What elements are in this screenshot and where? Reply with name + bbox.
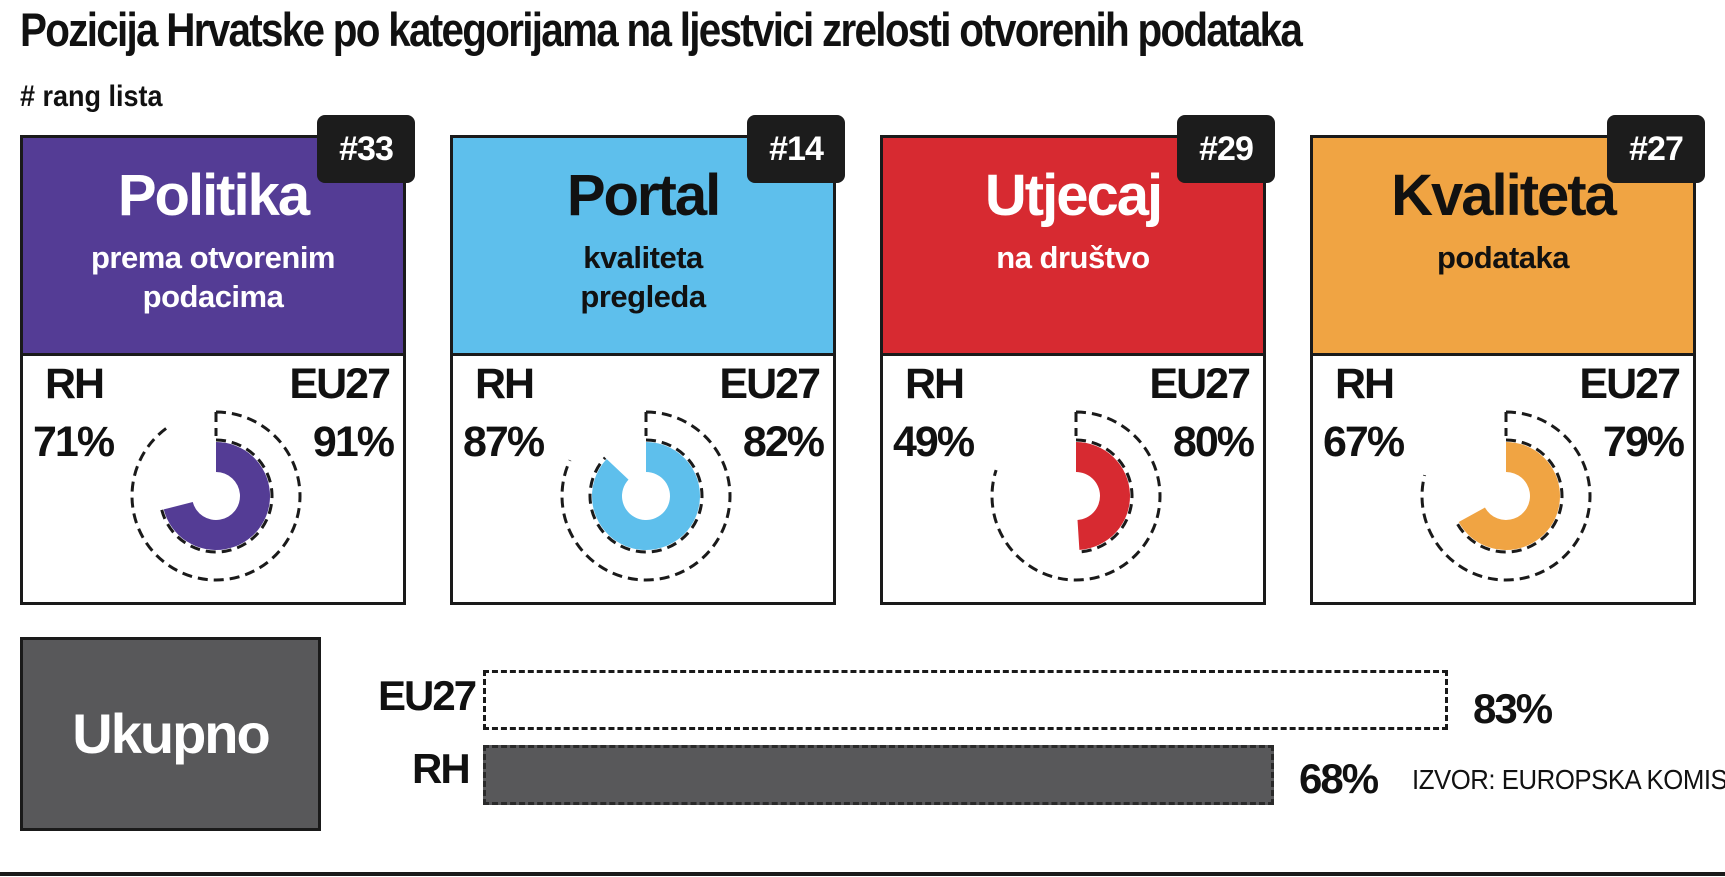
eu27-dashed-arc bbox=[1420, 410, 1592, 582]
card-utjecaj: Utjecaj na društvo #29 RH 49% EU27 80% bbox=[880, 115, 1275, 605]
rh-dashed-outline bbox=[1075, 438, 1134, 554]
bar-value-rh: 68% bbox=[1299, 755, 1379, 802]
eu27-dashed-arc bbox=[560, 410, 732, 582]
bottom-rule bbox=[0, 872, 1725, 876]
chart-title: Pozicija Hrvatske po kategorijama na lje… bbox=[20, 3, 1303, 56]
eu27-label: EU27 bbox=[289, 360, 391, 408]
category-subtitle: podataka bbox=[1313, 238, 1693, 277]
rh-label: RH bbox=[475, 360, 535, 408]
donut-chart bbox=[560, 410, 732, 582]
rh-label: RH bbox=[905, 360, 965, 408]
subtitle-line: prema otvorenim bbox=[90, 240, 336, 275]
category-subtitle: kvaliteta pregleda bbox=[453, 238, 833, 316]
source-note: IZVOR: EUROPSKA KOMISIJA bbox=[1412, 764, 1725, 795]
subtitle-line: pregleda bbox=[580, 279, 706, 314]
subtitle-line: podacima bbox=[142, 279, 284, 314]
rh-value: 87% bbox=[463, 418, 545, 466]
subtitle-line: podataka bbox=[1436, 240, 1570, 275]
card-header: Politika prema otvorenim podacima bbox=[23, 138, 403, 356]
eu27-value: 91% bbox=[312, 418, 395, 466]
subtitle-line: kvaliteta bbox=[583, 240, 703, 275]
category-name: Utjecaj bbox=[984, 163, 1163, 228]
card-header: Utjecaj na društvo bbox=[883, 138, 1263, 356]
donut-chart bbox=[990, 410, 1162, 582]
rh-dashed-outline bbox=[1455, 438, 1564, 554]
rh-arc bbox=[163, 442, 270, 550]
eu27-value: 82% bbox=[742, 418, 825, 466]
donut-chart bbox=[130, 410, 302, 582]
rank-badge: #33 bbox=[317, 115, 415, 183]
rank-badge: #14 bbox=[747, 115, 845, 183]
eu27-value: 79% bbox=[1602, 418, 1685, 466]
eu27-label: EU27 bbox=[1579, 360, 1681, 408]
total-label: Ukupno bbox=[20, 637, 321, 831]
rh-value: 67% bbox=[1323, 418, 1405, 466]
bar-eu27 bbox=[483, 670, 1448, 730]
eu27-value: 80% bbox=[1172, 418, 1255, 466]
donut-chart bbox=[1420, 410, 1592, 582]
rh-arc bbox=[1076, 442, 1130, 550]
category-name: Kvaliteta bbox=[1391, 163, 1617, 228]
bar-label-eu27: EU27 bbox=[378, 672, 477, 719]
category-subtitle: prema otvorenim podacima bbox=[23, 238, 403, 316]
rank-legend: # rang lista bbox=[20, 80, 163, 113]
rh-dashed-outline bbox=[588, 438, 704, 554]
bar-label-rh: RH bbox=[412, 745, 471, 792]
category-name: Politika bbox=[117, 163, 310, 228]
eu27-dashed-arc bbox=[130, 410, 302, 582]
category-name: Portal bbox=[566, 163, 721, 228]
category-subtitle: na društvo bbox=[883, 238, 1263, 277]
rh-value: 49% bbox=[893, 418, 975, 466]
card-kvaliteta: Kvaliteta podataka #27 RH 67% EU27 79% bbox=[1310, 115, 1705, 605]
eu27-label: EU27 bbox=[719, 360, 821, 408]
rh-arc bbox=[1458, 442, 1560, 550]
rh-label: RH bbox=[1335, 360, 1395, 408]
bar-rh bbox=[483, 745, 1274, 805]
rh-arc bbox=[592, 442, 700, 550]
rank-badge: #27 bbox=[1607, 115, 1705, 183]
card-politika: Politika prema otvorenim podacima #33 RH 71% E… bbox=[20, 115, 415, 605]
subtitle-line: na društvo bbox=[996, 240, 1150, 275]
rh-dashed-outline bbox=[160, 438, 274, 554]
rank-badge: #29 bbox=[1177, 115, 1275, 183]
eu27-dashed-arc bbox=[990, 410, 1162, 582]
rh-label: RH bbox=[45, 360, 105, 408]
eu27-label: EU27 bbox=[1149, 360, 1251, 408]
card-portal: Portal kvaliteta pregleda #14 RH 87% EU27 82% bbox=[450, 115, 845, 605]
rh-value: 71% bbox=[33, 418, 115, 466]
bar-value-eu27: 83% bbox=[1473, 685, 1553, 732]
